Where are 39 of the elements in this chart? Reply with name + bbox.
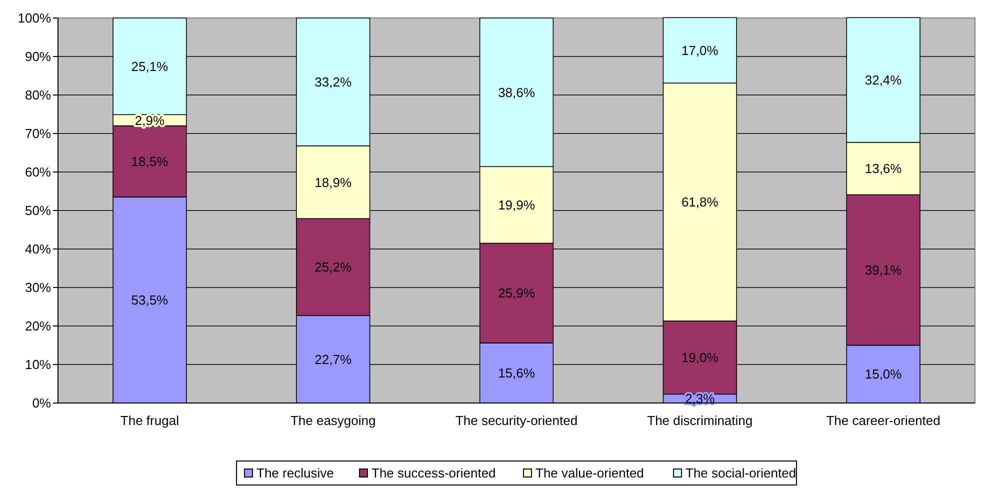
data-label: 38,6% xyxy=(498,84,536,100)
y-tick-label: 60% xyxy=(24,164,52,180)
data-label: 39,1% xyxy=(864,262,902,278)
y-tick-label: 40% xyxy=(24,242,52,257)
legend-label: The success-oriented xyxy=(372,466,496,481)
data-label: 61,8% xyxy=(681,194,719,210)
data-label: 19,9% xyxy=(498,197,536,212)
y-tick-label: 70% xyxy=(24,126,52,142)
data-label: 15,0% xyxy=(864,366,902,382)
data-label: 25,1% xyxy=(131,58,169,74)
data-label: 19,0% xyxy=(681,350,719,366)
x-tick-label: The discriminating xyxy=(647,413,753,428)
legend-label: The value-oriented xyxy=(536,466,644,481)
y-tick-label: 10% xyxy=(24,357,52,372)
data-label: 2,9% xyxy=(134,112,165,128)
y-tick-label: 100% xyxy=(18,10,52,26)
y-tick-label: 20% xyxy=(24,318,52,334)
data-label: 17,0% xyxy=(681,42,719,58)
data-label: 33,2% xyxy=(314,74,352,90)
x-tick-label: The frugal xyxy=(120,413,180,428)
y-tick-label: 80% xyxy=(24,88,52,103)
data-label: 25,9% xyxy=(498,286,536,301)
data-label: 22,7% xyxy=(314,352,352,367)
data-label: 15,6% xyxy=(498,366,536,381)
x-tick-label: The career-oriented xyxy=(826,413,940,428)
data-label: 18,9% xyxy=(314,174,352,190)
data-label: 13,6% xyxy=(864,161,902,176)
legend-label: The social-oriented xyxy=(686,466,796,481)
data-label: 25,2% xyxy=(314,260,352,275)
x-tick-label: The security-oriented xyxy=(455,413,578,428)
data-label: 32,4% xyxy=(864,72,902,88)
y-tick-label: 0% xyxy=(32,396,52,411)
data-label: 18,5% xyxy=(131,154,169,169)
y-tick-label: 30% xyxy=(24,280,52,296)
legend-label: The reclusive xyxy=(256,466,334,481)
y-tick-label: 90% xyxy=(24,49,52,64)
data-label: 53,5% xyxy=(131,292,169,308)
y-tick-label: 50% xyxy=(24,203,52,218)
x-tick-label: The easygoing xyxy=(290,413,376,428)
